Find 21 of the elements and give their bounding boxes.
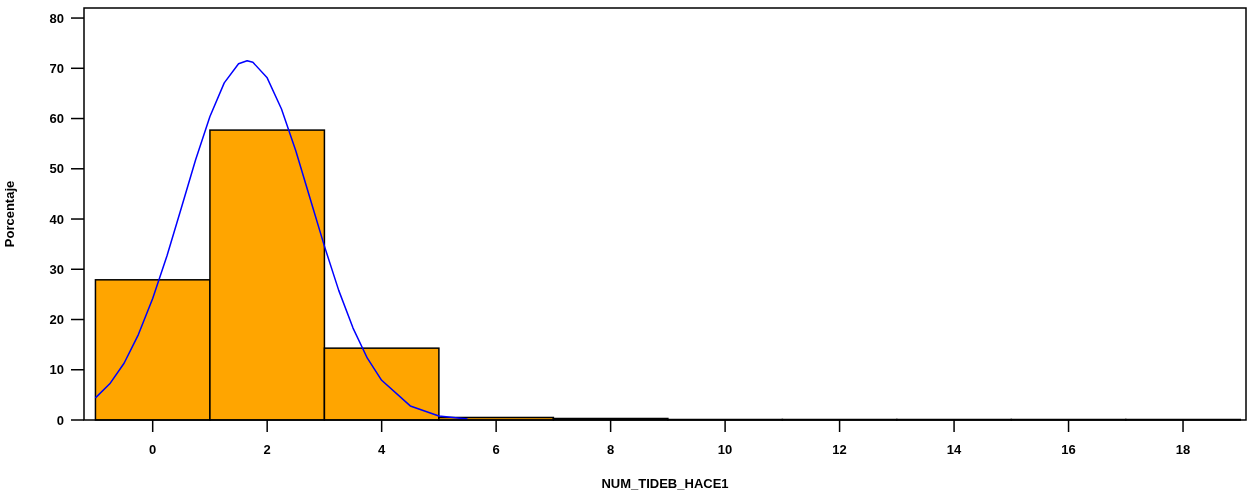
y-tick-label: 20 — [49, 312, 64, 328]
y-axis-title: Porcentaje — [2, 180, 17, 248]
x-tick-label: 2 — [263, 442, 271, 457]
y-tick-label: 60 — [49, 111, 64, 127]
x-tick-label: 12 — [832, 442, 847, 457]
y-tick-label: 70 — [49, 60, 64, 76]
x-tick-label: 4 — [378, 442, 387, 457]
x-tick-label: 10 — [717, 442, 733, 457]
x-tick-label: 16 — [1061, 442, 1076, 457]
y-tick-label: 10 — [49, 362, 64, 378]
y-tick-label: 80 — [49, 10, 64, 26]
x-tick-label: 14 — [946, 442, 963, 457]
y-tick-label: 50 — [49, 161, 64, 177]
x-tick-label: 0 — [149, 442, 157, 457]
x-tick-label: 8 — [607, 442, 615, 457]
y-tick-label: 0 — [56, 412, 64, 428]
x-axis-title: NUM_TIDEB_HACE1 — [601, 476, 729, 491]
y-tick-label: 40 — [49, 211, 64, 227]
x-tick-label: 6 — [492, 442, 500, 457]
y-tick-label: 30 — [49, 261, 64, 277]
x-tick-label: 18 — [1175, 442, 1191, 457]
